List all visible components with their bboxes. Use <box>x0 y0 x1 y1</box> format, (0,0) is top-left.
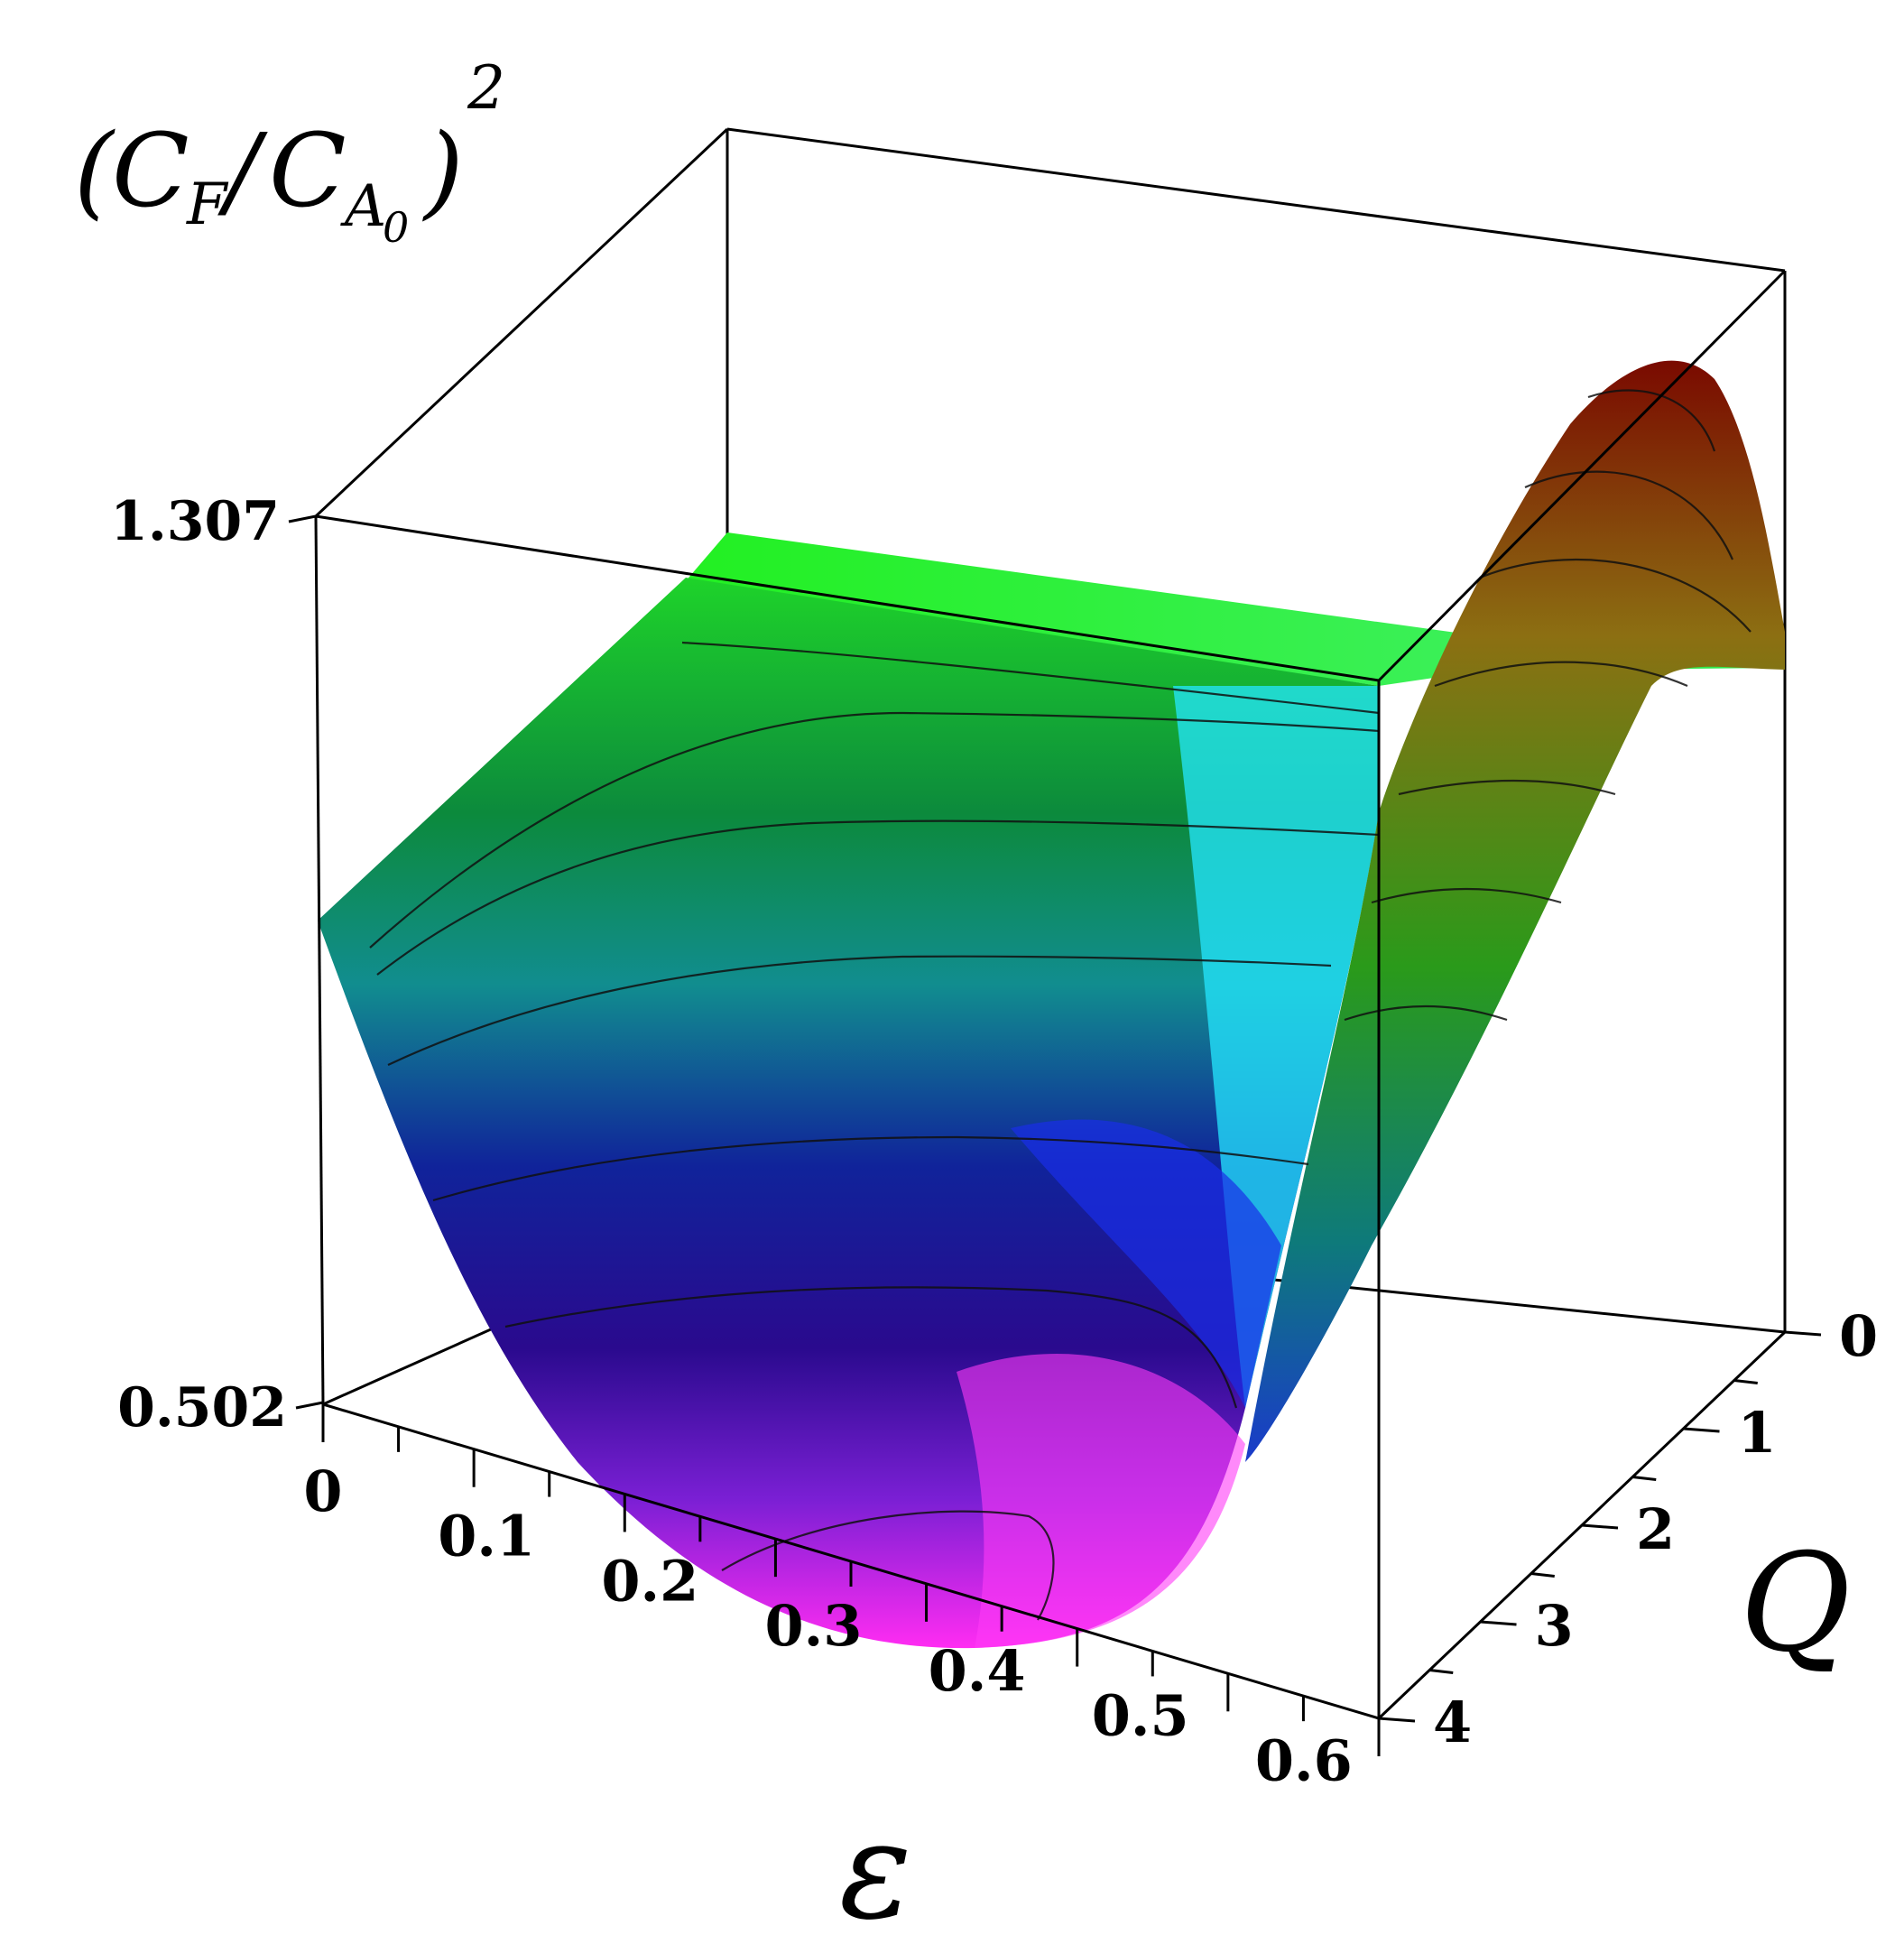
y-tick-mark <box>1683 1427 1720 1433</box>
contour-line <box>504 1286 1238 1409</box>
x-tick-label: 0.4 <box>929 1638 1026 1704</box>
box-edge-front-left <box>314 515 325 1405</box>
y-tick-mark <box>1632 1476 1657 1481</box>
y-tick-mark <box>1581 1523 1619 1530</box>
x-tick-label: 0.2 <box>601 1548 698 1614</box>
contour-line <box>1479 558 1751 633</box>
surface-plot <box>318 360 1785 1649</box>
box-edge-front-top <box>315 514 1380 682</box>
surface-plateau-top <box>684 532 1489 686</box>
z-tick-label: 1.307 <box>110 490 280 553</box>
y-tick-label: 1 <box>1738 1400 1777 1466</box>
contour-line <box>376 819 1380 976</box>
x-tick-label: 0.6 <box>1255 1727 1353 1793</box>
y-tick-mark <box>1429 1669 1454 1674</box>
surface-cyan-highlight <box>1173 686 1379 1408</box>
surface-magenta-highlight <box>957 1353 1245 1648</box>
y-tick-label: 2 <box>1636 1496 1675 1562</box>
svg-text:0: 0 <box>383 203 409 252</box>
box-edge-back-top <box>726 127 1786 273</box>
contour-line <box>1524 470 1734 560</box>
svg-text:): ) <box>422 113 464 230</box>
z-tick-mark <box>295 1401 324 1410</box>
svg-text:(: ( <box>74 113 116 230</box>
svg-text:C: C <box>269 113 347 230</box>
contour-line <box>369 711 1380 949</box>
y-tick-mark <box>1530 1572 1555 1578</box>
y-tick-mark <box>1784 1330 1822 1337</box>
svg-text:/: / <box>217 113 268 230</box>
surface-blue-highlight <box>1011 1119 1281 1408</box>
x-tick-label: 0 <box>303 1458 342 1524</box>
contour-line <box>432 1135 1309 1202</box>
z-axis-title: ( C F / C A 0 ) 2 <box>74 53 505 252</box>
svg-text:2: 2 <box>467 53 505 123</box>
contour-line <box>1371 887 1562 904</box>
contour-line <box>1434 661 1688 688</box>
y-tick-mark <box>1378 1717 1416 1723</box>
contour-line <box>387 955 1332 1066</box>
svg-text:F: F <box>186 171 229 238</box>
y-tick-mark <box>1733 1379 1758 1384</box>
svg-text:A: A <box>340 173 386 240</box>
contour-line <box>681 641 1380 715</box>
y-tick-label: 3 <box>1535 1593 1574 1659</box>
box-edge-top-right <box>1377 269 1787 682</box>
x-tick-label: 0.3 <box>764 1593 862 1659</box>
contour-line <box>1398 779 1616 796</box>
y-tick-label: 4 <box>1433 1689 1472 1755</box>
y-tick-label: 0 <box>1839 1303 1878 1369</box>
y-tick-mark <box>1480 1620 1517 1626</box>
contour-line <box>1587 389 1716 452</box>
z-tick-mark <box>288 514 317 523</box>
y-axis-title: Q <box>1740 1525 1851 1682</box>
svg-text:C: C <box>112 113 189 230</box>
contour-line <box>721 1510 1055 1621</box>
x-tick-label: 0.5 <box>1092 1683 1189 1749</box>
z-tick-label: 0.502 <box>117 1376 287 1439</box>
contour-line <box>1344 1004 1508 1022</box>
x-axis-title: ε <box>839 1792 912 1944</box>
box-edge-top-left <box>314 127 729 518</box>
x-tick-label: 0.1 <box>438 1504 535 1569</box>
